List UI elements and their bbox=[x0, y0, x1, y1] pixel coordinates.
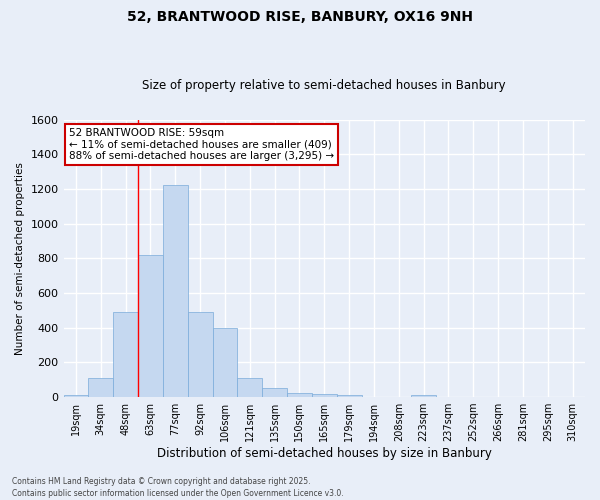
Bar bbox=[188, 312, 212, 397]
Text: Contains HM Land Registry data © Crown copyright and database right 2025.
Contai: Contains HM Land Registry data © Crown c… bbox=[12, 476, 344, 498]
Bar bbox=[238, 378, 262, 397]
Bar bbox=[88, 378, 113, 397]
Bar bbox=[163, 186, 188, 397]
Title: Size of property relative to semi-detached houses in Banbury: Size of property relative to semi-detach… bbox=[142, 79, 506, 92]
Bar bbox=[312, 394, 337, 397]
Bar bbox=[64, 396, 88, 397]
Bar bbox=[337, 396, 362, 397]
Bar bbox=[262, 388, 287, 397]
Bar bbox=[287, 392, 312, 397]
X-axis label: Distribution of semi-detached houses by size in Banbury: Distribution of semi-detached houses by … bbox=[157, 447, 492, 460]
Bar bbox=[113, 312, 138, 397]
Text: 52 BRANTWOOD RISE: 59sqm
← 11% of semi-detached houses are smaller (409)
88% of : 52 BRANTWOOD RISE: 59sqm ← 11% of semi-d… bbox=[69, 128, 334, 161]
Bar bbox=[138, 255, 163, 397]
Bar bbox=[212, 328, 238, 397]
Bar bbox=[411, 396, 436, 397]
Y-axis label: Number of semi-detached properties: Number of semi-detached properties bbox=[15, 162, 25, 355]
Text: 52, BRANTWOOD RISE, BANBURY, OX16 9NH: 52, BRANTWOOD RISE, BANBURY, OX16 9NH bbox=[127, 10, 473, 24]
